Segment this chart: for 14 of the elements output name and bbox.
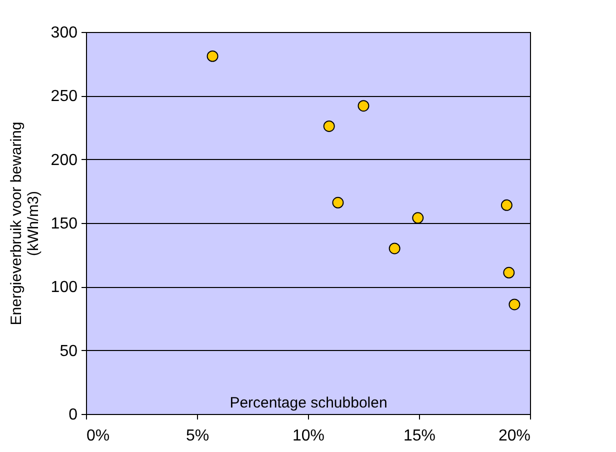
- y-axis-title: Energieverbruik voor bewaring (kWh/m3): [8, 122, 42, 326]
- y-tick-label: 50: [60, 342, 78, 360]
- y-tick-label: 100: [50, 279, 78, 296]
- x-tick-label: 20%: [498, 428, 530, 444]
- x-tick-label: 10%: [292, 428, 325, 444]
- y-tick-label: 200: [50, 152, 78, 169]
- x-tick-label: 0%: [86, 428, 110, 444]
- x-tick-label: 15%: [403, 428, 436, 444]
- y-tick-label: 250: [50, 88, 78, 106]
- x-tick-label: 5%: [186, 428, 210, 444]
- y-tick-label: 300: [50, 24, 78, 42]
- x-axis-title: Percentage schubbolen: [230, 394, 388, 412]
- y-tick-label: 0: [68, 406, 78, 424]
- y-tick-label: 150: [50, 216, 78, 232]
